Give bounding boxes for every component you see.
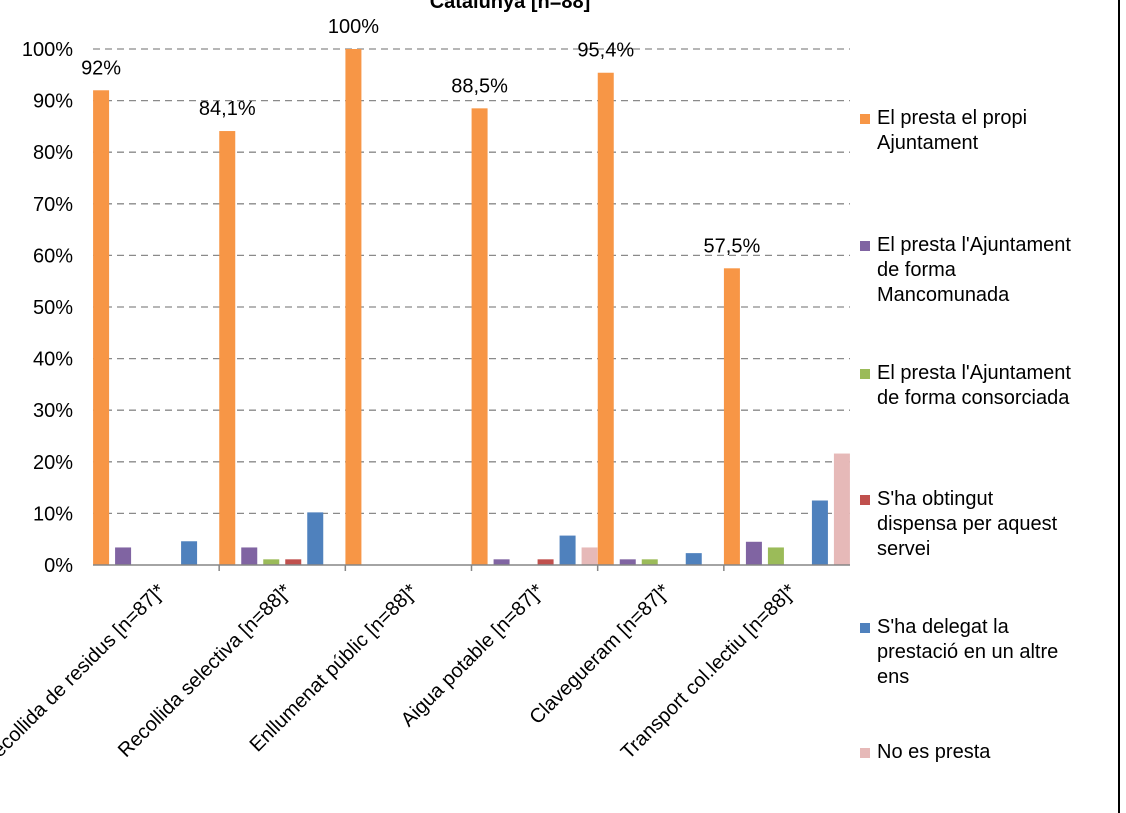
legend-swatch xyxy=(860,748,870,758)
legend-item-no-es-presta: No es presta xyxy=(860,740,1122,765)
bar xyxy=(581,547,598,565)
chart-frame-right xyxy=(1118,0,1120,813)
bar xyxy=(619,559,636,565)
legend-label-line: de forma consorciada xyxy=(877,387,1070,409)
legend-swatch xyxy=(860,623,870,633)
bar xyxy=(833,453,850,565)
legend-label: El presta el propi Ajuntament xyxy=(877,106,1122,156)
legend-label-line: ens xyxy=(877,666,910,688)
legend-label-line: El presta el propi xyxy=(877,107,1028,129)
legend-swatch xyxy=(860,114,870,124)
data-label: 57,5% xyxy=(704,235,761,257)
bar xyxy=(493,559,510,565)
bar xyxy=(641,559,658,565)
legend-label: El presta l'Ajuntament de forma consorci… xyxy=(877,361,1122,411)
legend-label-line: de forma xyxy=(877,259,956,281)
bar xyxy=(93,90,110,565)
bar xyxy=(181,541,198,565)
chart-title: Catalunya [n=88] xyxy=(430,0,591,13)
x-axis: Recollida de residus [n=87]*Recollida se… xyxy=(0,564,850,772)
bar xyxy=(307,512,324,565)
bar xyxy=(219,131,236,565)
bar xyxy=(597,72,614,566)
bar xyxy=(263,559,280,565)
y-tick-label: 40% xyxy=(33,349,73,371)
bar xyxy=(471,108,488,565)
legend-label-line: dispensa per aquest xyxy=(877,513,1058,535)
legend-label: S'ha delegat la prestació en un altre en… xyxy=(877,615,1122,690)
legend-label: S'ha obtingut dispensa per aquest servei xyxy=(877,487,1122,562)
legend-item-dispensa: S'ha obtingut dispensa per aquest servei xyxy=(860,487,1122,562)
legend-swatch xyxy=(860,241,870,251)
data-label: 95,4% xyxy=(577,40,634,62)
gridlines xyxy=(93,48,850,515)
legend-item-consorciada: El presta l'Ajuntament de forma consorci… xyxy=(860,361,1122,411)
bar xyxy=(723,268,740,565)
bar xyxy=(745,541,762,565)
bar xyxy=(685,553,702,565)
legend-label-line: El presta l'Ajuntament xyxy=(877,234,1071,256)
legend-item-mancomunada: El presta l'Ajuntament de forma Mancomun… xyxy=(860,233,1122,308)
legend-label-line: prestació en un altre xyxy=(877,641,1059,663)
data-label: 84,1% xyxy=(199,98,256,120)
bar xyxy=(811,500,828,565)
x-tick-label: Clavegueram [n=87]* xyxy=(525,580,674,729)
bar xyxy=(285,559,302,565)
legend-label-line: El presta l'Ajuntament xyxy=(877,362,1071,384)
data-labels: 92% 84,1% 100% 88,5% 95,4% 57,5% xyxy=(81,16,760,257)
bar xyxy=(345,49,362,565)
x-tick-label: Aigua potable [n=87]* xyxy=(397,580,548,731)
y-tick-label: 20% xyxy=(33,452,73,474)
legend-item-propi-ajuntament: El presta el propi Ajuntament xyxy=(860,106,1122,156)
bars xyxy=(93,49,850,566)
legend-swatch xyxy=(860,495,870,505)
legend-label: No es presta xyxy=(877,740,1122,765)
legend-label-line: Ajuntament xyxy=(877,132,979,154)
y-tick-label: 60% xyxy=(33,245,73,267)
data-label: 88,5% xyxy=(451,75,508,97)
y-tick-label: 80% xyxy=(33,142,73,164)
y-tick-label: 50% xyxy=(33,297,73,319)
y-tick-label: 70% xyxy=(33,194,73,216)
y-tick-label: 30% xyxy=(33,400,73,422)
bar xyxy=(241,547,258,565)
y-tick-label: 100% xyxy=(22,39,73,61)
legend-item-delegat: S'ha delegat la prestació en un altre en… xyxy=(860,615,1122,690)
bar xyxy=(115,547,132,565)
legend-label-line: S'ha delegat la xyxy=(877,616,1009,638)
legend-label-line: No es presta xyxy=(877,741,991,763)
legend: El presta el propi Ajuntament El presta … xyxy=(860,0,1126,813)
y-tick-label: 0% xyxy=(44,555,73,577)
bar xyxy=(559,535,576,565)
legend-label-line: Mancomunada xyxy=(877,284,1010,306)
legend-label: El presta l'Ajuntament de forma Mancomun… xyxy=(877,233,1122,308)
y-tick-label: 90% xyxy=(33,91,73,113)
bar xyxy=(767,547,784,565)
data-label: 100% xyxy=(328,16,379,38)
legend-swatch xyxy=(860,369,870,379)
legend-label-line: servei xyxy=(877,538,931,560)
data-label: 92% xyxy=(81,57,121,79)
legend-label-line: S'ha obtingut xyxy=(877,488,994,510)
y-tick-label: 10% xyxy=(33,503,73,525)
bar xyxy=(537,559,554,565)
y-axis: 0% 10% 20% 30% 40% 50% 60% 70% 80% 90% 100% xyxy=(22,39,73,577)
